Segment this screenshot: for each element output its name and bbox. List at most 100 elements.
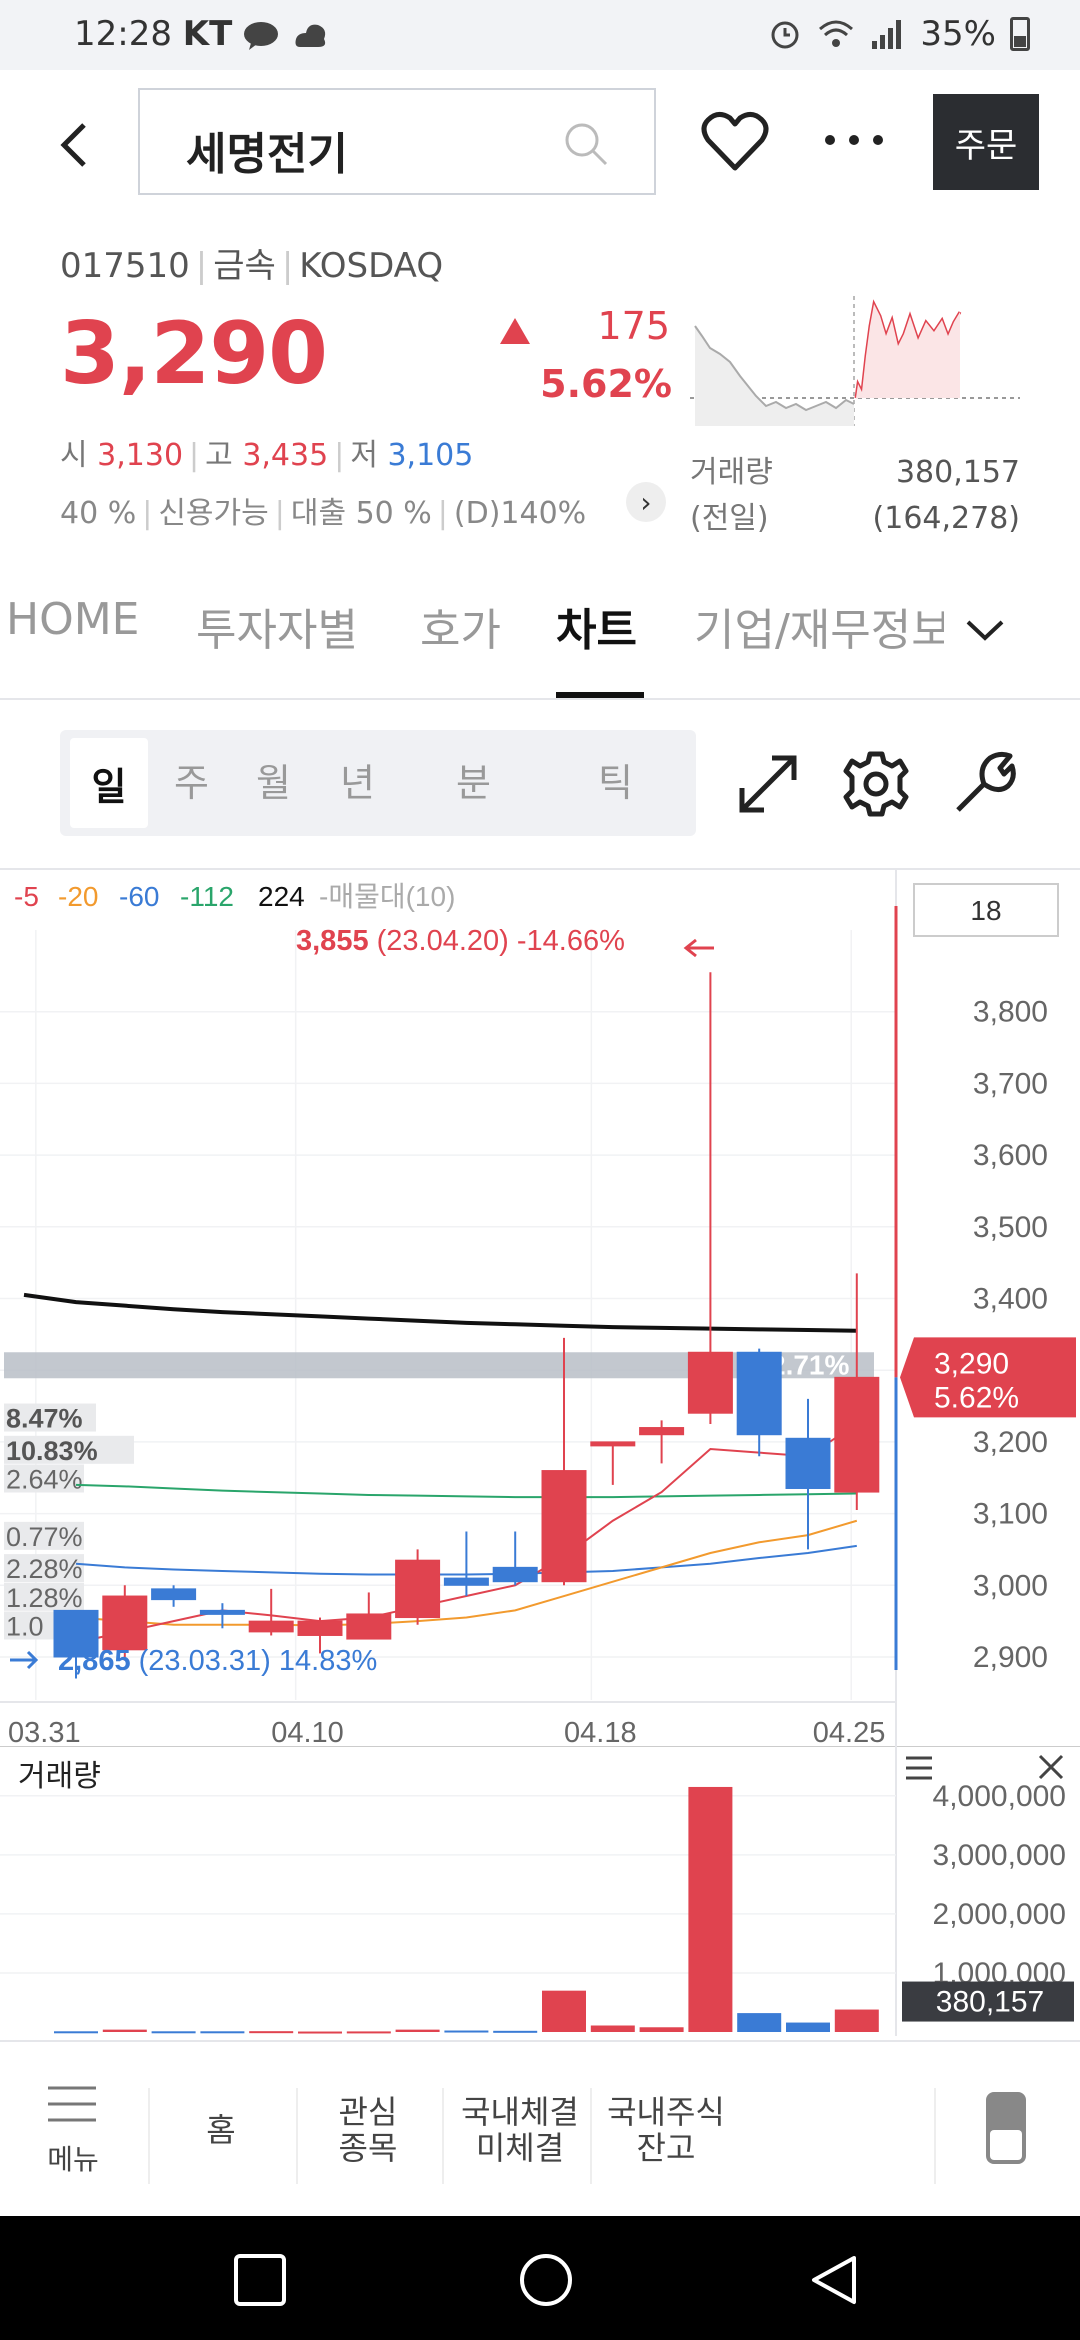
volume-bar <box>493 2030 538 2033</box>
current-price-label: 3,290 <box>934 1347 1009 1380</box>
chart-area[interactable]: -5 -20 -60 -112 224 -매물대(10) 18 2.71% 8.47% 10.… <box>0 868 1080 1750</box>
volume-profile-bar <box>4 1554 84 1583</box>
bottom-menu[interactable]: 메뉴 <box>47 2143 99 2176</box>
candle-body <box>199 1609 245 1615</box>
more-icon[interactable] <box>822 130 886 150</box>
period-tick[interactable]: 틱 <box>598 761 633 805</box>
bottom-watchlist[interactable]: 관심 종목 <box>338 2093 398 2167</box>
recents-icon[interactable] <box>232 2252 288 2308</box>
stock-codeline: 017510 | 금속 | KOSDAQ <box>60 246 444 286</box>
stock-code: 017510 <box>60 246 190 286</box>
volume-current-bg <box>902 1981 1074 2022</box>
period-day[interactable]: 일 <box>70 738 148 828</box>
candle-body <box>736 1351 782 1436</box>
section-tabs: HOME 투자자별 호가 차트 기업/재무정보 <box>0 570 1080 700</box>
volume-profile-bar <box>4 1403 96 1432</box>
volume-profile-label: 1.28% <box>6 1583 83 1613</box>
price-tick-label: 2,900 <box>973 1641 1048 1674</box>
system-nav-bar <box>0 2216 1080 2340</box>
volume-bar <box>298 2031 342 2034</box>
volume-chart[interactable]: 거래량4,000,0003,000,0002,000,0001,000,0003… <box>0 1746 1080 2036</box>
volume-bar <box>395 2029 440 2032</box>
tab-investor[interactable]: 투자자별 <box>196 605 358 656</box>
stock-name: 세명전기 <box>186 129 348 180</box>
price-tick-label: 3,100 <box>973 1498 1048 1531</box>
signal-icon <box>872 20 902 49</box>
tab-chart[interactable]: 차트 <box>556 605 637 656</box>
high-note: 3,855 (23.04.20) -14.66% <box>296 925 625 957</box>
candle-body <box>639 1427 685 1436</box>
stock-info: 017510 | 금속 | KOSDAQ 3,290 175 5.62% 시 3,130… <box>0 230 1080 550</box>
current-pct-label: 5.62% <box>934 1381 1019 1414</box>
legend-item: -112 <box>180 881 234 912</box>
bottom-balance[interactable]: 국내주식 잔고 <box>607 2093 725 2167</box>
candle-body <box>102 1595 148 1651</box>
chart-legend: -5 -20 -60 -112 224 -매물대(10) <box>14 881 455 912</box>
volume-profile-label: 8.47% <box>6 1404 83 1434</box>
current-price-bg <box>900 1337 1076 1418</box>
period-month[interactable]: 월 <box>256 761 291 805</box>
price-tick-label: 3,600 <box>973 1139 1048 1172</box>
candle-body <box>151 1588 197 1601</box>
volume-label: 거래량 (전일) <box>690 455 773 536</box>
ma112-line <box>75 1483 857 1499</box>
intraday-sparkline[interactable] <box>690 296 1020 426</box>
volume-bar <box>786 2022 830 2032</box>
period-year[interactable]: 년 <box>340 761 375 805</box>
stock-sector: 금속 <box>213 246 276 286</box>
status-right: 35% <box>768 14 1030 54</box>
date-tick-label: 04.25 <box>813 1717 886 1749</box>
candles <box>53 972 880 1679</box>
volume-close-icon <box>1038 1754 1064 1780</box>
volume-profile-label: 0.77% <box>6 1522 83 1552</box>
volume-bar <box>834 2009 879 2032</box>
volume-bar <box>249 2031 294 2034</box>
volume-bar <box>688 1786 733 2032</box>
expand-icon[interactable] <box>732 748 804 820</box>
date-tick-label: 04.18 <box>564 1717 637 1749</box>
volume-profile-hot: 2.71% <box>770 1349 849 1380</box>
tab-orderbook[interactable]: 호가 <box>420 605 501 656</box>
order-button[interactable]: 주문 <box>933 94 1039 190</box>
ma224-line <box>23 1292 857 1333</box>
stock-market: KOSDAQ <box>299 246 444 286</box>
volume-tick-label: 3,000,000 <box>933 1839 1066 1872</box>
candle-body <box>248 1620 294 1633</box>
back-icon[interactable] <box>50 115 100 175</box>
margin-info: 40 % | 신용가능 | 대출 50 % | (D)140% <box>60 496 587 531</box>
bottom-home[interactable]: 홈 <box>206 2111 236 2149</box>
heart-icon[interactable] <box>700 110 770 174</box>
menu-icon[interactable] <box>46 2082 98 2126</box>
chevron-right-icon[interactable]: › <box>626 482 666 522</box>
period-week[interactable]: 주 <box>174 761 209 805</box>
price-axis: 3,8003,7003,6003,5003,4003,3003,2003,100… <box>894 906 1048 1674</box>
chevron-down-icon[interactable] <box>960 610 1010 650</box>
date-tick-label: 03.31 <box>8 1717 81 1749</box>
tab-home[interactable]: HOME <box>6 594 140 645</box>
open-high-low: 시 3,130 | 고 3,435 | 저 3,105 <box>60 438 474 473</box>
search-box[interactable]: 세명전기 <box>138 88 656 195</box>
wrench-icon[interactable] <box>948 748 1020 820</box>
side-panel-icon[interactable] <box>984 2090 1028 2166</box>
tab-company[interactable]: 기업/재무정보 <box>694 605 944 656</box>
legend-item: -5 <box>14 881 39 912</box>
wifi-icon <box>819 20 854 47</box>
candlestick-chart[interactable]: -5 -20 -60 -112 224 -매물대(10) 18 2.71% 8.47%10.… <box>0 870 1080 1750</box>
candle-body <box>395 1559 441 1619</box>
arrow-right-icon <box>10 1650 39 1670</box>
status-bar: 12:28 KT 35% <box>0 0 1080 70</box>
price-tick-label: 3,800 <box>973 996 1048 1029</box>
period-minute[interactable]: 분 <box>456 761 491 805</box>
volume-profile-bar <box>4 1435 134 1464</box>
gear-icon[interactable] <box>840 748 912 820</box>
volume-bar <box>151 2031 196 2034</box>
back-nav-icon[interactable] <box>806 2252 862 2308</box>
date-tick-label: 04.10 <box>271 1717 344 1749</box>
bottom-executions[interactable]: 국내체결 미체결 <box>461 2093 579 2167</box>
battery-percent: 35% <box>920 14 996 54</box>
period-count-box <box>913 883 1059 937</box>
home-icon[interactable] <box>518 2252 574 2308</box>
battery-icon <box>1010 17 1030 51</box>
volume-tick-label: 2,000,000 <box>933 1898 1066 1931</box>
search-icon[interactable] <box>562 120 610 168</box>
